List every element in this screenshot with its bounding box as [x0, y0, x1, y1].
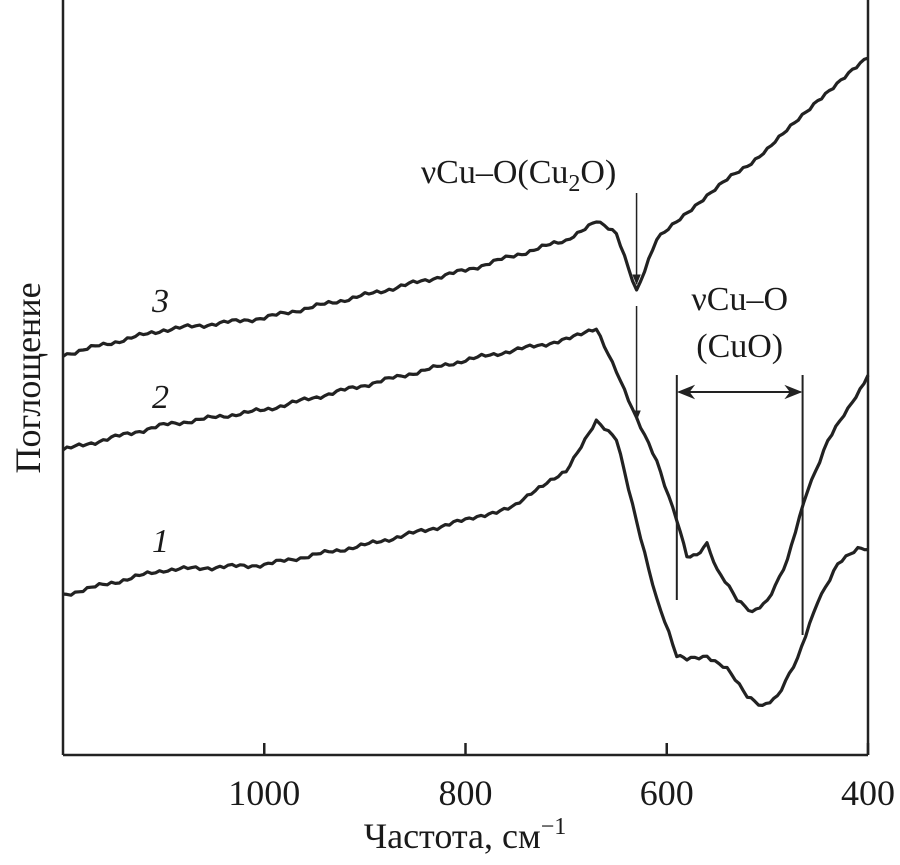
curve-1 [62, 418, 869, 707]
curve-3 [62, 56, 869, 358]
x-tick-label: 600 [640, 773, 694, 813]
annotation-cu2o-label: νCu–O(Cu2O) [421, 154, 617, 197]
y-axis-label: Поглощение [8, 282, 48, 473]
x-axis-label: Частота, см−1 [364, 814, 567, 856]
curve-label-1: 1 [152, 523, 169, 560]
x-tick-label: 400 [841, 773, 895, 813]
x-tick-label: 800 [439, 773, 493, 813]
curve-label-2: 2 [152, 379, 169, 416]
curves [62, 56, 870, 707]
x-ticks: 1000 800 600 400 [228, 743, 895, 813]
curve-label-3: 3 [151, 283, 169, 320]
curve-2 [62, 327, 870, 614]
x-tick-label: 1000 [228, 773, 300, 813]
annotation-cuo-label-line1: νCu–O [691, 281, 788, 318]
annotations: νCu–O(Cu2O) νCu–O (CuO) [421, 154, 804, 635]
annotation-cuo-label-line2: (CuO) [696, 328, 783, 365]
